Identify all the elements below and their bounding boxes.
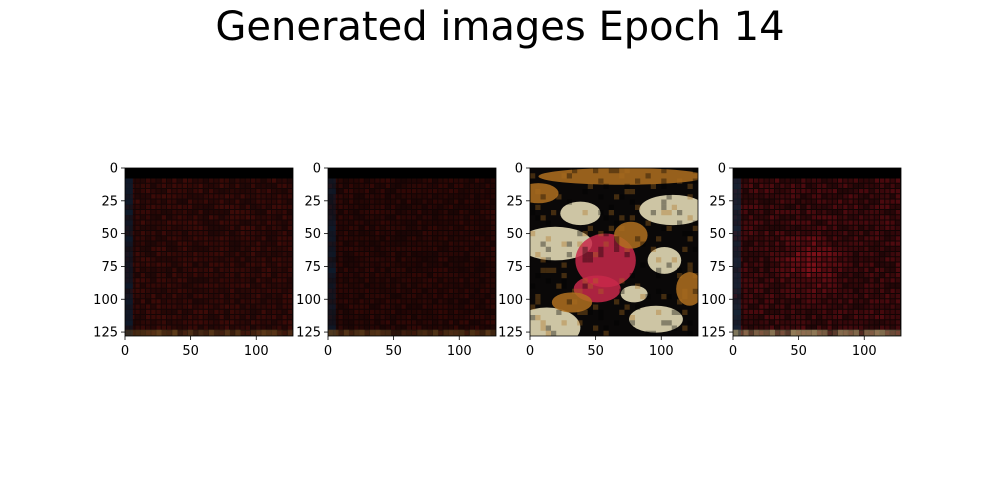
x-tick-label: 100 (649, 344, 674, 359)
x-tick-label: 50 (385, 344, 402, 359)
y-tick-label: 75 (709, 260, 726, 275)
y-tick-label: 75 (304, 260, 321, 275)
y-tick-label: 75 (101, 260, 118, 275)
generated-image-2 (328, 168, 496, 336)
x-tick-label: 50 (790, 344, 807, 359)
x-tick-label: 50 (587, 344, 604, 359)
y-tick-label: 0 (313, 162, 321, 177)
axes-frame (327, 167, 497, 337)
generated-image-3 (530, 168, 698, 336)
axes-frame (732, 167, 902, 337)
x-tick-label: 0 (526, 344, 534, 359)
y-tick-label: 125 (296, 326, 321, 341)
generated-image-4 (733, 168, 901, 336)
y-tick-label: 0 (515, 162, 523, 177)
y-tick-label: 50 (101, 227, 118, 242)
y-tick-label: 100 (498, 293, 523, 308)
x-tick-label: 50 (182, 344, 199, 359)
y-tick-label: 125 (701, 326, 726, 341)
y-tick-label: 100 (701, 293, 726, 308)
x-tick-label: 0 (729, 344, 737, 359)
x-tick-label: 0 (121, 344, 129, 359)
y-tick-label: 125 (498, 326, 523, 341)
y-tick-label: 25 (101, 194, 118, 209)
x-tick-label: 100 (447, 344, 472, 359)
axes-frame (124, 167, 294, 337)
x-tick-label: 100 (852, 344, 877, 359)
x-tick-label: 0 (324, 344, 332, 359)
y-tick-label: 100 (93, 293, 118, 308)
y-tick-label: 75 (506, 260, 523, 275)
figure-title: Generated images Epoch 14 (215, 4, 785, 50)
y-tick-label: 25 (709, 194, 726, 209)
y-tick-label: 0 (110, 162, 118, 177)
y-tick-label: 50 (304, 227, 321, 242)
y-tick-label: 50 (506, 227, 523, 242)
y-tick-label: 25 (304, 194, 321, 209)
y-tick-label: 100 (296, 293, 321, 308)
generated-image-1 (125, 168, 293, 336)
y-tick-label: 50 (709, 227, 726, 242)
axes-frame (529, 167, 699, 337)
x-tick-label: 100 (244, 344, 269, 359)
y-tick-label: 25 (506, 194, 523, 209)
y-tick-label: 125 (93, 326, 118, 341)
y-tick-label: 0 (718, 162, 726, 177)
